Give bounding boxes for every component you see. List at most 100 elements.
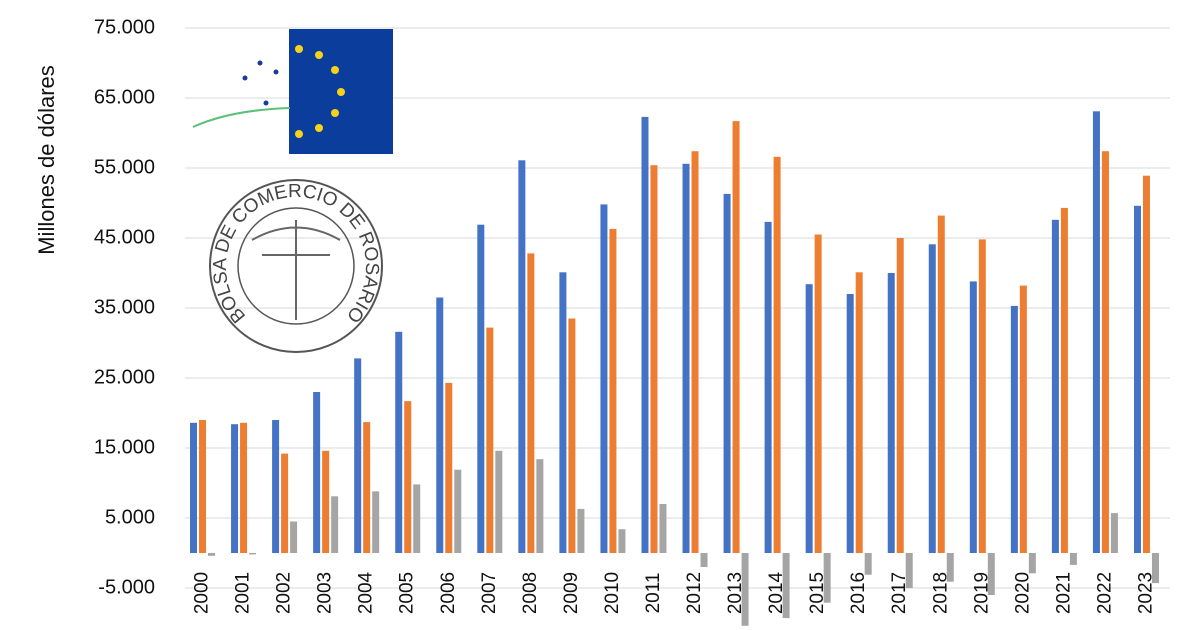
bar <box>354 358 362 553</box>
bar <box>1069 553 1077 565</box>
bar <box>231 424 239 553</box>
x-tick-label: 2010 <box>602 572 623 614</box>
bar <box>773 156 781 554</box>
bar <box>281 453 289 553</box>
y-tick-label: 35.000 <box>94 296 155 318</box>
y-tick-label: -5.000 <box>98 576 155 598</box>
bar <box>969 281 977 553</box>
bar <box>577 508 585 553</box>
x-tick-label: 2009 <box>561 572 582 614</box>
y-tick-label: 55.000 <box>94 156 155 178</box>
bar <box>249 553 257 555</box>
bar <box>1101 151 1109 553</box>
x-tick-label: 2013 <box>725 572 746 614</box>
bar <box>331 496 339 553</box>
bar <box>855 272 863 553</box>
bar <box>741 553 749 626</box>
x-tick-label: 2011 <box>643 573 664 614</box>
bar <box>290 521 298 553</box>
bar <box>928 244 936 554</box>
bar <box>659 504 667 553</box>
bar <box>700 553 708 567</box>
bar <box>978 239 986 553</box>
swoosh <box>192 107 291 128</box>
x-tick-label: 2005 <box>397 572 418 614</box>
bar <box>477 224 485 553</box>
bar <box>1051 219 1059 554</box>
bar <box>536 459 544 553</box>
bar <box>937 215 945 553</box>
x-tick-label: 2018 <box>930 572 951 614</box>
bar <box>723 193 731 553</box>
bar <box>445 382 453 553</box>
x-tick-label: 2007 <box>479 572 500 614</box>
bar <box>1142 175 1150 553</box>
x-tick-label: 2022 <box>1094 572 1115 614</box>
bar <box>363 422 371 553</box>
bar <box>199 420 207 553</box>
x-tick-label: 2017 <box>889 572 910 614</box>
x-tick-label: 2012 <box>684 572 705 614</box>
x-tick-label: 2016 <box>848 572 869 614</box>
bar <box>486 327 494 553</box>
x-tick-label: 2008 <box>520 572 541 614</box>
y-tick-label: 25.000 <box>94 366 155 388</box>
bar <box>1010 305 1018 553</box>
bar <box>372 491 380 553</box>
x-tick-label: 2001 <box>233 572 254 614</box>
small-stars <box>242 60 279 106</box>
bar <box>272 420 280 553</box>
bar <box>454 469 462 553</box>
bar <box>1060 207 1068 553</box>
seal-emblem <box>251 220 341 320</box>
bar <box>609 228 617 553</box>
bar <box>404 401 412 553</box>
x-tick-label: 2023 <box>1135 572 1156 614</box>
bar <box>190 422 198 553</box>
x-tick-label: 2006 <box>438 572 459 614</box>
x-tick-label: 2021 <box>1053 572 1074 614</box>
bar <box>864 553 872 575</box>
bar <box>527 253 535 553</box>
bar <box>395 331 403 553</box>
bar <box>905 553 913 588</box>
x-tick-label: 2000 <box>192 572 213 614</box>
bar <box>805 284 813 553</box>
bar <box>641 116 649 554</box>
y-tick-label: 15.000 <box>94 436 155 458</box>
bar <box>732 121 740 553</box>
bar <box>208 553 216 556</box>
eu-logo <box>192 29 393 154</box>
bar <box>650 165 658 553</box>
x-tick-label: 2014 <box>766 571 787 614</box>
bar <box>322 450 330 553</box>
seal-ring <box>209 179 383 353</box>
bar <box>618 529 626 553</box>
bar <box>987 553 995 595</box>
bar <box>846 294 854 553</box>
bar <box>682 163 690 554</box>
bar <box>413 484 421 553</box>
bar <box>495 450 503 553</box>
x-tick-label: 2019 <box>971 572 992 614</box>
bar <box>823 553 831 603</box>
bar <box>1110 513 1118 553</box>
x-tick-label: 2015 <box>807 572 828 614</box>
bar <box>436 297 444 553</box>
bar <box>814 234 822 553</box>
y-tick-label: 5.000 <box>105 506 155 528</box>
bar <box>764 221 772 553</box>
bar <box>568 318 576 553</box>
y-axis-label: Millones de dólares <box>34 65 59 255</box>
seal-inner <box>237 207 355 325</box>
y-tick-label: 65.000 <box>94 86 155 108</box>
x-tick-label: 2003 <box>315 572 336 614</box>
x-tick-label: 2002 <box>274 572 295 614</box>
y-tick-label: 45.000 <box>94 226 155 248</box>
x-tick-label: 2020 <box>1012 572 1033 614</box>
bar <box>946 553 954 582</box>
x-tick-label: 2004 <box>356 571 377 614</box>
bar <box>1028 553 1036 574</box>
bar <box>600 204 608 553</box>
